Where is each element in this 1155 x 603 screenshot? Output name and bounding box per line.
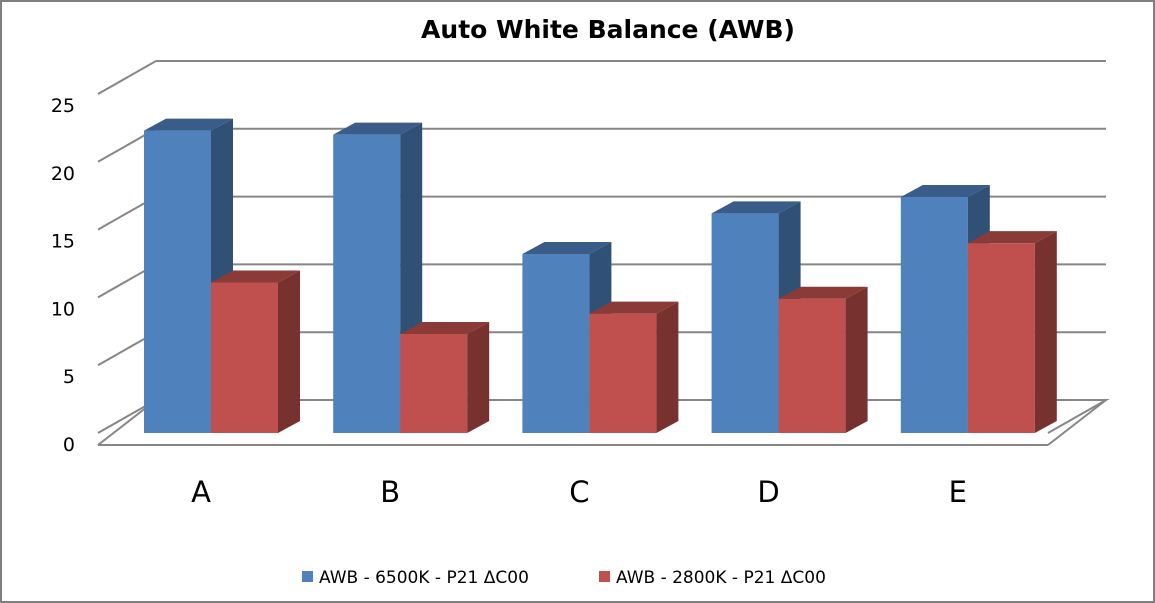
bar bbox=[967, 231, 1057, 433]
bar-side bbox=[278, 270, 300, 433]
bar-front bbox=[900, 197, 968, 433]
bar-front bbox=[211, 282, 278, 433]
floor-right-edge bbox=[1047, 399, 1107, 446]
bar-side bbox=[845, 286, 868, 433]
bar bbox=[400, 322, 490, 433]
bar-top bbox=[144, 118, 233, 131]
legend-label: AWB - 6500K - P21 ΔC00 bbox=[319, 568, 529, 588]
bar-front bbox=[400, 334, 468, 433]
x-tick-label: C bbox=[569, 475, 589, 509]
bar-front bbox=[778, 298, 846, 433]
bar-top bbox=[211, 270, 300, 283]
bar-front bbox=[333, 134, 401, 433]
y-tick-label: 15 bbox=[51, 231, 75, 253]
bar-front bbox=[522, 254, 590, 433]
x-tick-label: A bbox=[191, 475, 211, 509]
x-tick-label: B bbox=[380, 475, 400, 509]
bar bbox=[589, 301, 679, 433]
bar-front bbox=[589, 313, 657, 433]
bar-side bbox=[467, 322, 490, 433]
y-tick-label: 10 bbox=[51, 298, 75, 320]
gridline-slant bbox=[97, 60, 157, 95]
x-tick-label: D bbox=[757, 475, 779, 509]
y-tick-label: 0 bbox=[63, 434, 75, 456]
y-tick-label: 25 bbox=[51, 95, 75, 117]
legend-item: AWB - 6500K - P21 ΔC00 bbox=[302, 568, 529, 588]
y-axis-ticks: 0 5 10 15 20 25 bbox=[51, 95, 75, 456]
bar-side bbox=[1034, 231, 1057, 433]
bar-front bbox=[711, 213, 779, 433]
x-axis-ticks: A B C D E bbox=[191, 475, 967, 509]
bar-side bbox=[656, 301, 679, 433]
bars bbox=[144, 118, 1057, 434]
bar-top bbox=[711, 201, 801, 214]
chart-title: Auto White Balance (AWB) bbox=[421, 15, 795, 44]
bar-front bbox=[144, 130, 211, 433]
bar-top bbox=[967, 231, 1057, 244]
bar-top bbox=[333, 122, 423, 135]
legend-label: AWB - 2800K - P21 ΔC00 bbox=[616, 568, 826, 588]
x-tick-label: E bbox=[949, 475, 967, 509]
y-tick-label: 20 bbox=[51, 163, 75, 185]
legend-swatch bbox=[599, 571, 610, 582]
bar-top bbox=[589, 301, 679, 314]
bar-top bbox=[900, 185, 990, 198]
bar bbox=[778, 286, 868, 433]
bar-top bbox=[400, 322, 490, 335]
legend-item: AWB - 2800K - P21 ΔC00 bbox=[599, 568, 826, 588]
bar bbox=[211, 270, 300, 433]
legend-swatch bbox=[302, 571, 313, 582]
bar-front bbox=[967, 243, 1035, 433]
bar-top bbox=[778, 286, 868, 299]
bar-top bbox=[522, 242, 612, 255]
legend: AWB - 6500K - P21 ΔC00 AWB - 2800K - P21 … bbox=[302, 568, 826, 588]
y-tick-label: 5 bbox=[63, 366, 75, 388]
